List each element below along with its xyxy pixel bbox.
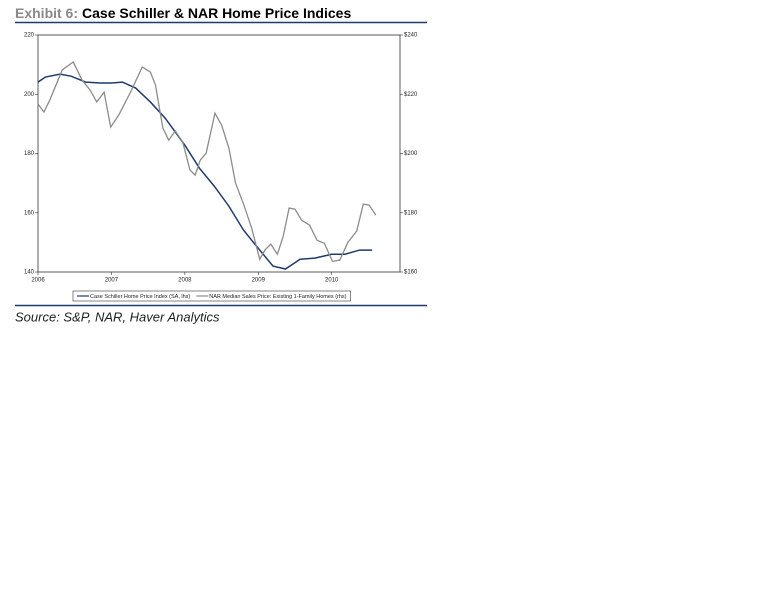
y-tick-label: 160 (24, 210, 35, 216)
legend-box (72, 290, 351, 302)
y-tick-label: 180 (24, 151, 35, 157)
source: Source: S&P, NAR, Haver Analytics (15, 309, 220, 324)
y-tick-label: 200 (24, 92, 35, 98)
y2-tick-label: $160 (404, 270, 418, 276)
x-tick-label: 2007 (105, 278, 119, 284)
x-tick-label: 2009 (252, 278, 266, 284)
y2-tick-label: $180 (404, 210, 418, 216)
y-tick-label: 140 (24, 270, 35, 276)
series-line (37, 60, 377, 263)
y-tick-label: 220 (24, 33, 35, 39)
x-tick-label: 2010 (325, 278, 339, 284)
y2-tick-label: $220 (404, 92, 418, 98)
legend-label: Case Schiller Home Price Index (SA, lhs) (90, 294, 190, 300)
title-prefix: Exhibit 6: (15, 5, 78, 21)
legend-label: NAR Median Sales Price: Existing 1-Famil… (209, 294, 346, 300)
series-line (37, 73, 373, 270)
y2-tick-label: $200 (404, 151, 418, 157)
y2-tick-label: $240 (404, 33, 418, 39)
title-main: Case Schiller & NAR Home Price Indices (82, 5, 351, 21)
x-tick-label: 2008 (178, 278, 192, 284)
x-tick-label: 2006 (31, 278, 45, 284)
title: Exhibit 6: Case Schiller & NAR Home Price… (15, 5, 351, 21)
plot-frame (37, 34, 401, 273)
